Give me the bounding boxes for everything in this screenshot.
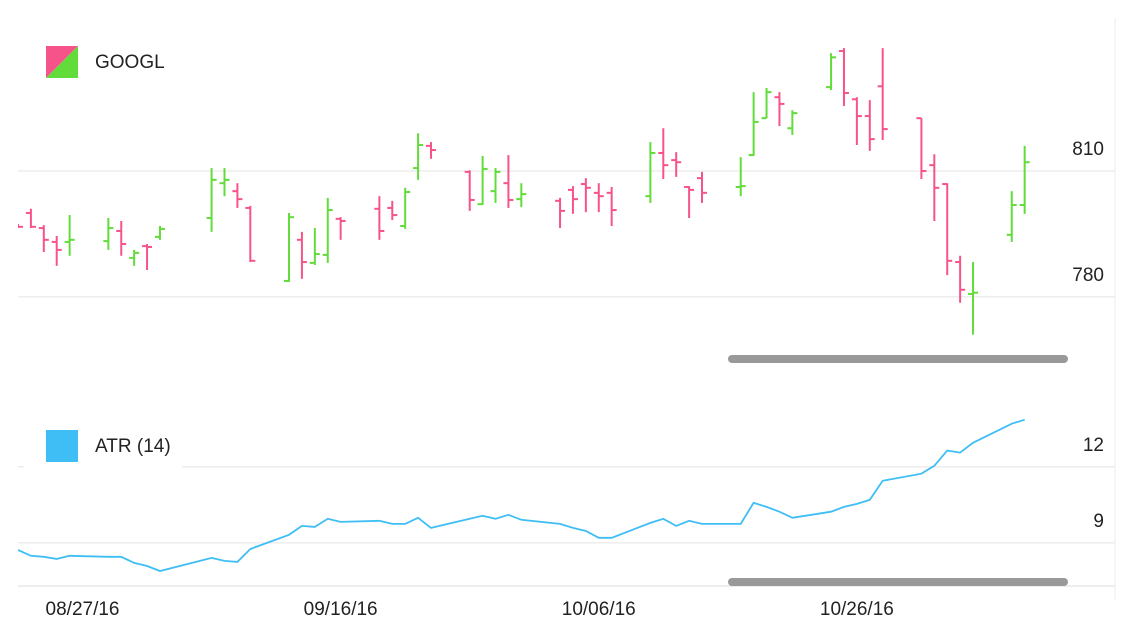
y-tick-label: 810: [1072, 139, 1104, 160]
series-group: [18, 48, 1030, 335]
y-tick-label: 9: [1093, 511, 1104, 532]
plot-layer: 780 810 9 12 08/27/16 09/16/16 10/06/16 10/26/1…: [18, 48, 1115, 620]
atr-line: [18, 418, 1025, 572]
legend-label: ATR (14): [95, 436, 171, 457]
series-group: [18, 418, 1025, 572]
scrollbar: [728, 578, 1068, 586]
x-tick-label: 08/27/16: [46, 599, 120, 620]
scrollbar: [728, 355, 1068, 363]
legend-swatch: [46, 430, 78, 462]
x-tick-label: 10/26/16: [820, 599, 894, 620]
y-tick-label: 12: [1083, 435, 1104, 456]
legend-label: GOOGL: [95, 52, 165, 73]
y-tick-label: 780: [1072, 265, 1104, 286]
legend-swatch-up: [46, 46, 78, 78]
x-tick-label: 10/06/16: [562, 599, 636, 620]
x-tick-label: 09/16/16: [304, 599, 378, 620]
